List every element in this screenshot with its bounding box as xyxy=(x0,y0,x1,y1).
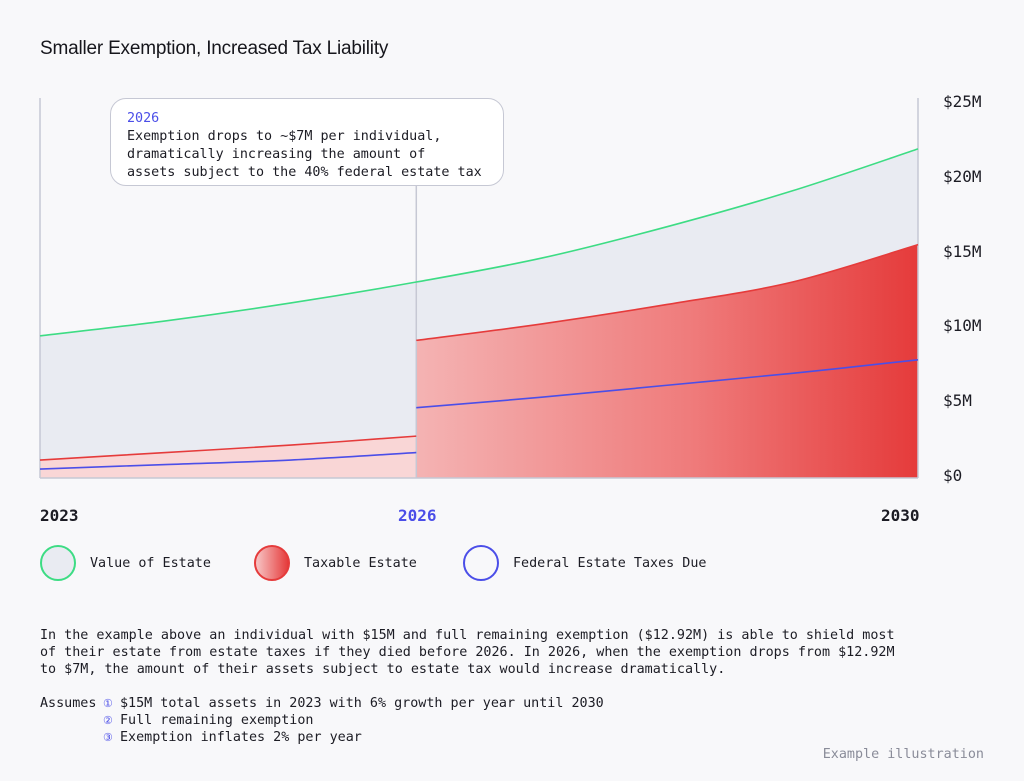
y-tick-label: $15M xyxy=(943,241,982,261)
annotation-line: Exemption drops to ~$7M per individual, xyxy=(127,129,442,144)
legend-item-taxable-estate: Taxable Estate xyxy=(254,543,417,583)
legend-swatch-federal-estate-taxes-due xyxy=(463,545,499,581)
federal-estate-taxes-line-before-2026 xyxy=(39,451,417,470)
y-tick-label: $5M xyxy=(943,391,972,411)
annotation-callout: 2026 Exemption drops to ~$7M per individ… xyxy=(110,98,504,186)
assumption-text: $15M total assets in 2023 with 6% growth… xyxy=(120,696,604,711)
assumption-number: ① xyxy=(103,697,113,710)
taxable-estate-area-from-2026 xyxy=(416,244,918,478)
description-line: of their estate from estate taxes if the… xyxy=(40,645,895,660)
taxable-estate-line-before-2026 xyxy=(39,435,417,461)
footer-note: Example illustration xyxy=(822,747,984,762)
taxable-estate-line-from-2026 xyxy=(416,243,919,342)
value-of-estate-line xyxy=(39,148,919,337)
legend-swatch-taxable-estate xyxy=(254,545,290,581)
legend-label: Taxable Estate xyxy=(304,555,417,571)
taxable-estate-area-before-2026 xyxy=(40,436,417,478)
x-tick-2030: 2030 xyxy=(881,506,920,525)
legend-label: Value of Estate xyxy=(90,555,211,571)
assumption-number: ② xyxy=(103,714,113,727)
annotation-line: dramatically increasing the amount of xyxy=(127,147,426,162)
assumption-number: ③ xyxy=(103,731,113,744)
assumption-text: Exemption inflates 2% per year xyxy=(120,730,362,745)
y-tick-label: $20M xyxy=(943,166,982,186)
annotation-year: 2026 xyxy=(127,111,160,126)
chart-title: Smaller Exemption, Increased Tax Liabili… xyxy=(40,38,389,59)
legend-item-federal-estate-taxes-due: Federal Estate Taxes Due xyxy=(463,543,706,583)
assumptions-label: Assumes xyxy=(40,696,97,711)
description-line: In the example above an individual with … xyxy=(40,628,895,643)
y-tick-label: $10M xyxy=(943,316,982,336)
description-paragraph: In the example above an individual with … xyxy=(40,627,940,678)
y-tick-label: $25M xyxy=(943,92,982,111)
federal-estate-taxes-line-from-2026 xyxy=(416,359,919,409)
y-tick-label: $0 xyxy=(943,466,963,485)
legend-swatch-value-of-estate xyxy=(40,545,76,581)
x-tick-2026: 2026 xyxy=(398,506,437,525)
legend-item-value-of-estate: Value of Estate xyxy=(40,543,211,583)
assumption-text: Full remaining exemption xyxy=(120,713,314,728)
legend-label: Federal Estate Taxes Due xyxy=(513,555,707,571)
annotation-line: assets subject to the 40% federal estate… xyxy=(127,165,482,180)
description-line: to $7M, the amount of their assets subje… xyxy=(40,662,726,677)
x-tick-2023: 2023 xyxy=(40,506,79,525)
